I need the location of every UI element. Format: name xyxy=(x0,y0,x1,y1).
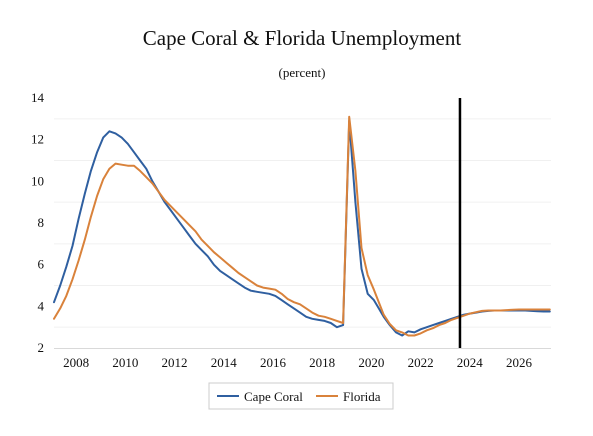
grid xyxy=(54,118,551,328)
x-tick-label: 2020 xyxy=(358,355,384,370)
legend-label-florida: Florida xyxy=(343,389,381,404)
y-tick-label: 2 xyxy=(38,340,45,355)
legend-label-cape-coral: Cape Coral xyxy=(244,389,303,404)
series-line-cape-coral xyxy=(53,119,551,337)
x-tick-label: 2010 xyxy=(112,355,138,370)
x-tick-label: 2026 xyxy=(506,355,533,370)
legend: Cape Coral Florida xyxy=(208,382,394,410)
axes: 2 4 6 8 10 12 14 2008 2010 2012 2014 2016 2018 2020 20… xyxy=(31,90,551,370)
y-tick-label: 8 xyxy=(38,215,45,230)
x-tick-label: 2014 xyxy=(211,355,238,370)
x-tick-label: 2024 xyxy=(457,355,484,370)
y-tick-label: 10 xyxy=(31,173,44,188)
y-tick-label: 6 xyxy=(38,257,45,272)
chart-title: Cape Coral & Florida Unemployment xyxy=(143,26,462,50)
x-tick-label: 2016 xyxy=(260,355,287,370)
series-line-florida xyxy=(53,115,551,337)
chart-subtitle: (percent) xyxy=(279,65,326,80)
x-tick-label: 2022 xyxy=(408,355,434,370)
series-lines xyxy=(53,115,551,337)
x-tick-label: 2012 xyxy=(162,355,188,370)
y-tick-label: 12 xyxy=(31,132,44,147)
y-tick-label: 4 xyxy=(38,298,45,313)
legend-box xyxy=(208,382,394,410)
x-tick-label: 2008 xyxy=(63,355,89,370)
x-tick-label: 2018 xyxy=(309,355,335,370)
y-tick-label: 14 xyxy=(31,90,45,105)
